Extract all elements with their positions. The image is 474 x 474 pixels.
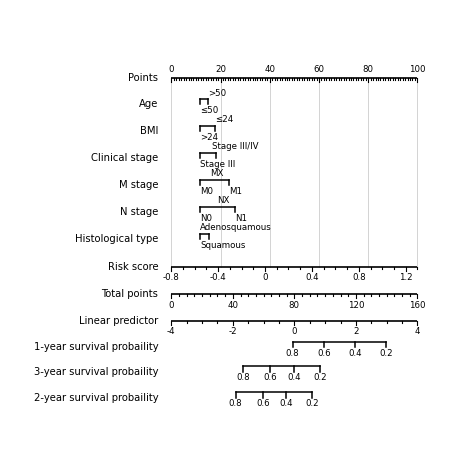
Text: 100: 100 [409,64,426,73]
Text: 80: 80 [289,301,300,310]
Text: 0: 0 [292,327,297,336]
Text: 0.2: 0.2 [313,373,327,382]
Text: Histological type: Histological type [75,234,158,245]
Text: ≤50: ≤50 [201,106,219,115]
Text: 0.2: 0.2 [305,399,319,408]
Text: 3-year survival probaility: 3-year survival probaility [34,367,158,377]
Text: 0.4: 0.4 [348,348,362,357]
Text: NX: NX [218,196,230,205]
Text: 80: 80 [363,64,374,73]
Text: 2: 2 [353,327,359,336]
Text: N stage: N stage [120,208,158,218]
Text: M1: M1 [229,187,242,196]
Text: M stage: M stage [119,181,158,191]
Text: Clinical stage: Clinical stage [91,154,158,164]
Text: Points: Points [128,73,158,82]
Text: Age: Age [139,100,158,109]
Text: -0.8: -0.8 [163,273,180,283]
Text: Stage III/IV: Stage III/IV [212,143,258,152]
Text: -4: -4 [167,327,175,336]
Text: 40: 40 [264,64,275,73]
Text: 0: 0 [262,273,268,283]
Text: 0.8: 0.8 [286,348,299,357]
Text: 0.8: 0.8 [229,399,242,408]
Text: 0: 0 [169,64,174,73]
Text: 4: 4 [415,327,420,336]
Text: Linear predictor: Linear predictor [79,316,158,326]
Text: MX: MX [210,169,224,178]
Text: 20: 20 [215,64,226,73]
Text: 0.2: 0.2 [379,348,393,357]
Text: 0.4: 0.4 [280,399,293,408]
Text: Risk score: Risk score [108,262,158,272]
Text: 0.8: 0.8 [236,373,250,382]
Text: -0.4: -0.4 [210,273,227,283]
Text: Total points: Total points [101,289,158,299]
Text: BMI: BMI [140,127,158,137]
Text: 0.4: 0.4 [288,373,301,382]
Text: 160: 160 [409,301,426,310]
Text: 0.8: 0.8 [352,273,365,283]
Text: 60: 60 [313,64,325,73]
Text: N0: N0 [201,214,212,223]
Text: 0.6: 0.6 [317,348,330,357]
Text: Adenosquamous: Adenosquamous [201,223,272,232]
Text: -2: -2 [228,327,237,336]
Text: 120: 120 [347,301,364,310]
Text: ≤24: ≤24 [215,116,233,125]
Text: 40: 40 [228,301,238,310]
Text: 0.6: 0.6 [256,399,270,408]
Text: 2-year survival probaility: 2-year survival probaility [34,393,158,403]
Text: N1: N1 [235,214,247,223]
Text: 0: 0 [169,301,174,310]
Text: 0.4: 0.4 [305,273,319,283]
Text: M0: M0 [201,187,213,196]
Text: 0.6: 0.6 [264,373,277,382]
Text: 1.2: 1.2 [399,273,412,283]
Text: Squamous: Squamous [201,241,246,250]
Text: Stage III: Stage III [201,160,236,169]
Text: >24: >24 [201,133,219,142]
Text: 1-year survival probaility: 1-year survival probaility [34,342,158,352]
Text: >50: >50 [208,89,226,98]
